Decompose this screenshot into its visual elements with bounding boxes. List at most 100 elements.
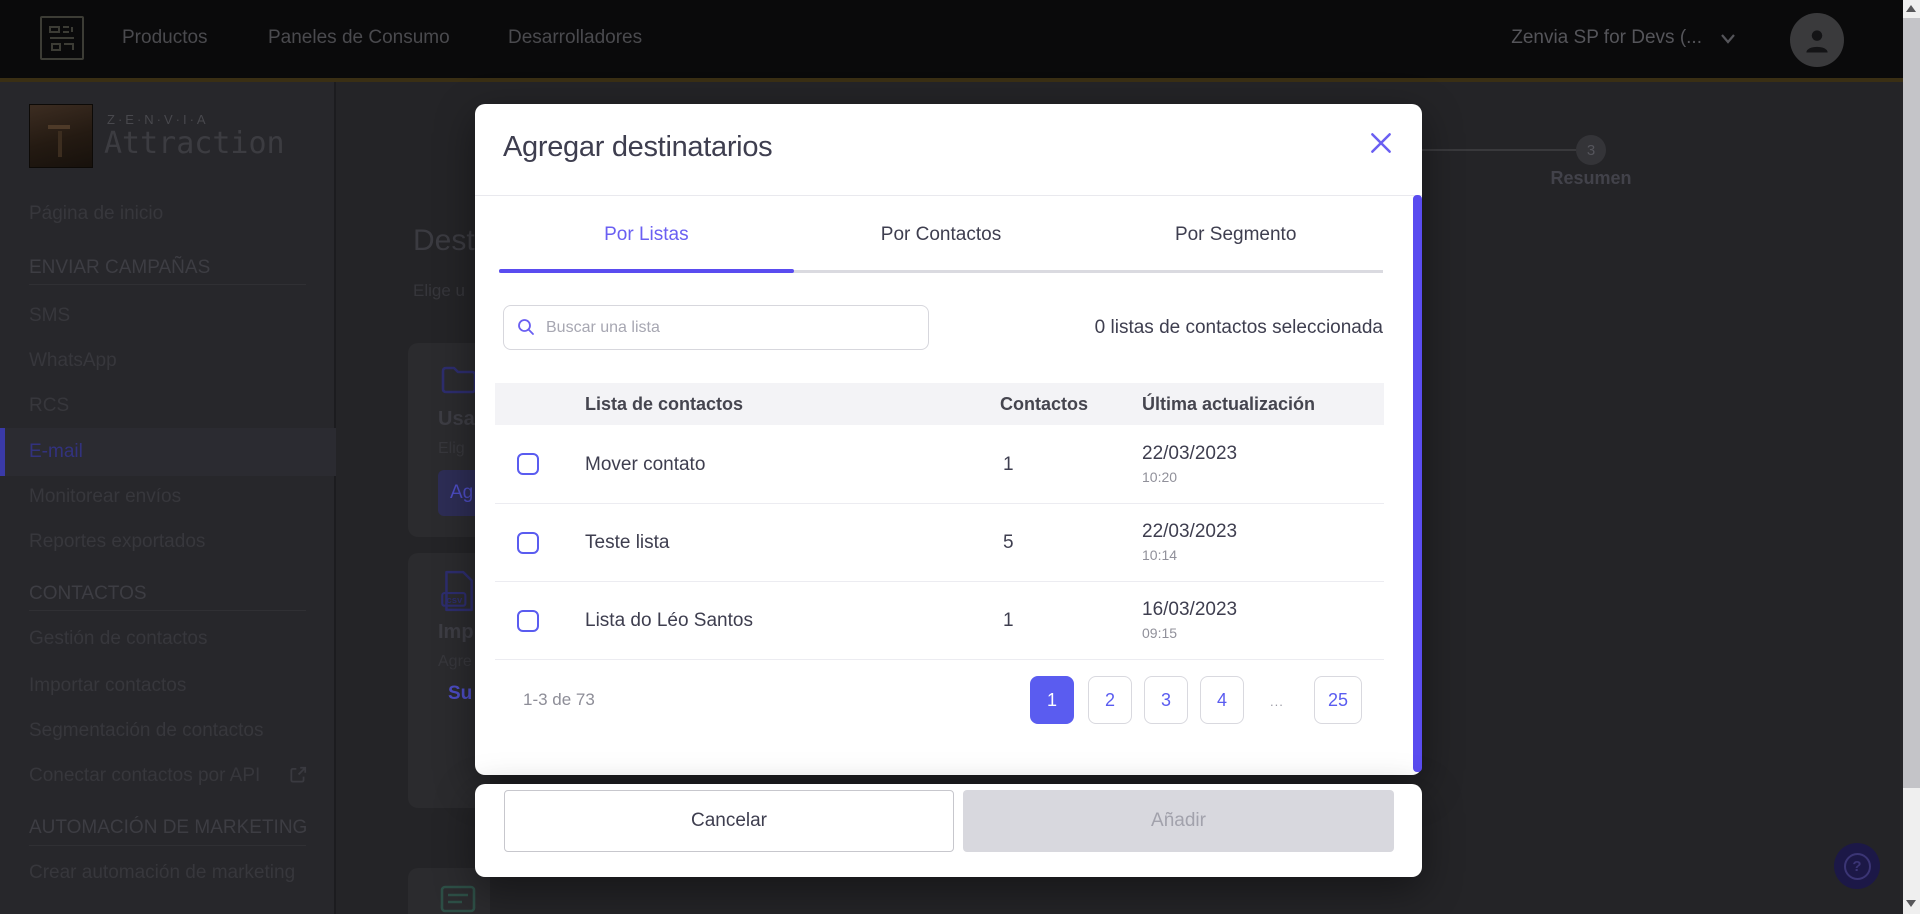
list-name: Mover contato: [585, 454, 706, 475]
column-ultima-actualizacion: Última actualización: [1142, 394, 1316, 414]
modal-tabs: Por Listas Por Contactos Por Segmento: [499, 196, 1383, 273]
close-icon[interactable]: [1368, 130, 1394, 156]
sidebar-item-sms[interactable]: SMS: [29, 305, 71, 326]
sidebar-item-monitorear[interactable]: Monitorear envíos: [29, 486, 182, 507]
row-checkbox[interactable]: [517, 532, 539, 554]
last-updated-date: 16/03/2023: [1142, 599, 1238, 620]
brand-attraction-label: Attraction: [104, 126, 285, 161]
sidebar-section-contactos: CONTACTOS: [29, 583, 147, 604]
row-checkbox[interactable]: [517, 453, 539, 475]
sidebar-item-pagina-inicio[interactable]: Página de inicio: [29, 203, 164, 224]
sidebar-item-email[interactable]: E-mail: [29, 441, 83, 462]
pagination-ellipsis: ...: [1270, 694, 1284, 709]
scroll-up-icon[interactable]: [1906, 5, 1916, 12]
sidebar-divider: [29, 845, 306, 846]
scroll-down-icon[interactable]: [1906, 900, 1916, 907]
sidebar-divider: [29, 284, 306, 285]
zenvia-logo-icon[interactable]: [40, 16, 84, 60]
svg-text:csv: csv: [446, 595, 462, 606]
list-name: Teste lista: [585, 532, 670, 553]
contact-count: 1: [1003, 610, 1014, 631]
sidebar-item-gestion-contactos[interactable]: Gestión de contactos: [29, 628, 208, 649]
add-button[interactable]: Añadir: [963, 790, 1394, 852]
list-icon: [440, 885, 476, 913]
row-checkbox[interactable]: [517, 610, 539, 632]
nav-item-productos[interactable]: Productos: [122, 27, 208, 48]
sidebar-active-row: [0, 428, 336, 476]
stepper-line: [1422, 149, 1576, 151]
last-updated-date: 22/03/2023: [1142, 521, 1238, 542]
search-icon: [517, 318, 535, 341]
table-header: Lista de contactos Contactos Última actu…: [495, 383, 1384, 425]
modal-scrollbar-thumb[interactable]: [1413, 195, 1422, 772]
stepper-step-label: Resumen: [1550, 168, 1632, 188]
table-row[interactable]: Lista do Léo Santos 1 16/03/2023 09:15: [495, 582, 1384, 660]
tab-por-contactos[interactable]: Por Contactos: [880, 223, 1002, 245]
csv-file-icon: csv: [441, 570, 473, 612]
last-updated-date: 22/03/2023: [1142, 443, 1238, 464]
modal-footer: Cancelar Añadir: [475, 784, 1422, 877]
sidebar-item-whatsapp[interactable]: WhatsApp: [29, 350, 117, 371]
tab-por-segmento[interactable]: Por Segmento: [1174, 223, 1297, 245]
attraction-logo-image[interactable]: [29, 104, 93, 168]
modal-header-divider: [475, 195, 1422, 196]
user-icon: [1806, 30, 1828, 53]
nav-item-desarrolladores[interactable]: Desarrolladores: [508, 27, 643, 48]
last-updated-time: 10:14: [1142, 547, 1178, 563]
page-button-25[interactable]: 25: [1314, 676, 1362, 724]
page-button-3[interactable]: 3: [1144, 676, 1188, 724]
external-link-icon: [288, 765, 308, 790]
sidebar-section-enviar-campanas: ENVIAR CAMPAÑAS: [29, 257, 211, 278]
top-navbar: Productos Paneles de Consumo Desarrollad…: [0, 0, 1920, 78]
page-title: Dest: [413, 224, 475, 257]
sidebar-item-conectar-api[interactable]: Conectar contactos por API: [29, 765, 261, 786]
table-row[interactable]: Teste lista 5 22/03/2023 10:14: [495, 504, 1384, 582]
last-updated-time: 09:15: [1142, 625, 1178, 641]
page-button-2[interactable]: 2: [1088, 676, 1132, 724]
sidebar-divider: [29, 610, 306, 611]
sidebar-section-automacion: AUTOMACIÓN DE MARKETING: [29, 817, 308, 838]
nav-item-paneles[interactable]: Paneles de Consumo: [268, 27, 450, 48]
avatar[interactable]: [1790, 13, 1844, 67]
table-row[interactable]: Mover contato 1 22/03/2023 10:20: [495, 425, 1384, 504]
sidebar-item-reportes[interactable]: Reportes exportados: [29, 531, 206, 552]
list-name: Lista do Léo Santos: [585, 610, 753, 631]
account-switcher[interactable]: Zenvia SP for Devs (...: [1511, 27, 1702, 48]
brand-zenvia-label: Z·E·N·V·I·A: [107, 112, 209, 127]
browser-scrollbar[interactable]: [1903, 0, 1920, 914]
folder-icon: [441, 366, 477, 394]
selected-count-label: 0 listas de contactos seleccionada: [1094, 317, 1383, 338]
tab-active-underline: [499, 269, 794, 273]
last-updated-time: 10:20: [1142, 469, 1178, 485]
page-subtitle: Elige u: [413, 281, 465, 300]
chevron-down-icon[interactable]: [1718, 32, 1738, 51]
tab-track: [499, 270, 1383, 273]
card-title: Imp: [438, 621, 474, 643]
contact-count: 1: [1003, 454, 1014, 475]
zenvia-logo-glyph: [49, 26, 74, 51]
search-box: [503, 305, 929, 350]
help-button[interactable]: ?: [1834, 843, 1880, 889]
search-input[interactable]: [503, 305, 929, 350]
card-title: Usa: [438, 408, 475, 430]
add-recipients-modal: Agregar destinatarios Por Listas Por Con…: [475, 104, 1422, 775]
card-third: [408, 868, 490, 914]
contact-count: 5: [1003, 532, 1014, 553]
sidebar-item-rcs[interactable]: RCS: [29, 395, 70, 416]
tab-por-listas[interactable]: Por Listas: [604, 223, 689, 245]
navbar-accent-strip: [0, 78, 1920, 82]
sidebar-item-importar-contactos[interactable]: Importar contactos: [29, 675, 187, 696]
page-button-4[interactable]: 4: [1200, 676, 1244, 724]
sidebar-item-crear-automacion[interactable]: Crear automación de marketing: [29, 862, 296, 883]
cancel-button[interactable]: Cancelar: [504, 790, 954, 852]
sidebar-item-segmentacion[interactable]: Segmentación de contactos: [29, 720, 264, 741]
stepper-step-3: 3: [1576, 135, 1606, 165]
modal-title: Agregar destinatarios: [503, 131, 773, 163]
column-contactos: Contactos: [1000, 394, 1089, 414]
help-icon: ?: [1843, 852, 1871, 880]
scrollbar-thumb[interactable]: [1903, 18, 1920, 788]
card-text: Agre: [438, 653, 472, 670]
page-button-1[interactable]: 1: [1030, 676, 1074, 724]
sidebar: Z·E·N·V·I·A Attraction Página de inicio …: [0, 82, 336, 914]
